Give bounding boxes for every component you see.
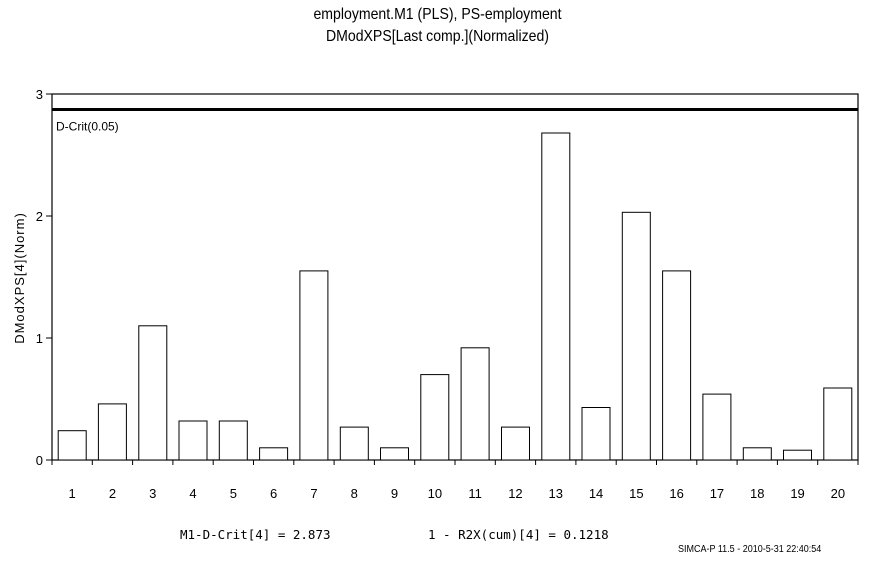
bar-11	[460, 347, 490, 461]
dcrit-line-label: D-Crit(0.05)	[56, 119, 119, 133]
x-tick-label: 8	[351, 486, 358, 501]
x-tick-label: 1	[69, 486, 76, 501]
x-tick-label: 2	[109, 486, 116, 501]
x-tick-label: 3	[149, 486, 156, 501]
bar-18	[742, 447, 772, 461]
x-tick-label: 16	[669, 486, 683, 501]
x-tick-label: 7	[310, 486, 317, 501]
r2x-summary: 1 - R2X(cum)[4] = 0.1218	[428, 527, 609, 542]
y-tick-label: 0	[36, 453, 43, 468]
software-stamp: SIMCA-P 11.5 - 2010-5-31 22:40:54	[678, 544, 822, 555]
bar-13	[541, 132, 571, 461]
bar-9	[380, 447, 409, 461]
bar-7	[299, 270, 329, 461]
bar-20	[823, 387, 853, 461]
dcrit-summary: M1-D-Crit[4] = 2.873	[180, 527, 331, 542]
x-tick-label: 20	[831, 486, 845, 501]
x-tick-label: 11	[468, 486, 482, 501]
x-tick-label: 13	[549, 486, 563, 501]
plot-frame	[51, 93, 859, 461]
x-tick-label: 12	[508, 486, 522, 501]
x-tick-label: 17	[710, 486, 724, 501]
y-tick-label: 1	[36, 331, 43, 346]
bar-10	[420, 374, 450, 461]
bar-2	[97, 403, 127, 461]
x-tick-label: 15	[629, 486, 643, 501]
y-tick-label: 2	[36, 209, 43, 224]
bar-3	[138, 325, 168, 461]
bar-19	[783, 449, 812, 461]
bar-16	[662, 270, 692, 461]
x-tick-label: 10	[428, 486, 442, 501]
x-tick-label: 18	[750, 486, 764, 501]
bar-6	[259, 447, 289, 461]
bar-12	[501, 426, 530, 461]
bar-1	[57, 430, 87, 461]
x-tick-label: 14	[589, 486, 603, 501]
y-axis-label: DModXPS[4](Norm)	[12, 212, 27, 344]
x-tick-label: 6	[270, 486, 277, 501]
bar-8	[339, 426, 369, 461]
x-tick-label: 19	[790, 486, 804, 501]
bar-17	[702, 393, 732, 461]
chart-title: employment.M1 (PLS), PS-employment	[313, 6, 562, 23]
y-tick-label: 3	[36, 87, 43, 102]
x-tick-label: 5	[230, 486, 237, 501]
chart-subtitle: DModXPS[Last comp.](Normalized)	[325, 28, 549, 45]
x-tick-label: 9	[391, 486, 398, 501]
bar-14	[581, 407, 611, 461]
bar-5	[218, 420, 248, 461]
bar-4	[178, 420, 208, 461]
x-tick-label: 4	[189, 486, 196, 501]
bar-15	[621, 211, 651, 461]
